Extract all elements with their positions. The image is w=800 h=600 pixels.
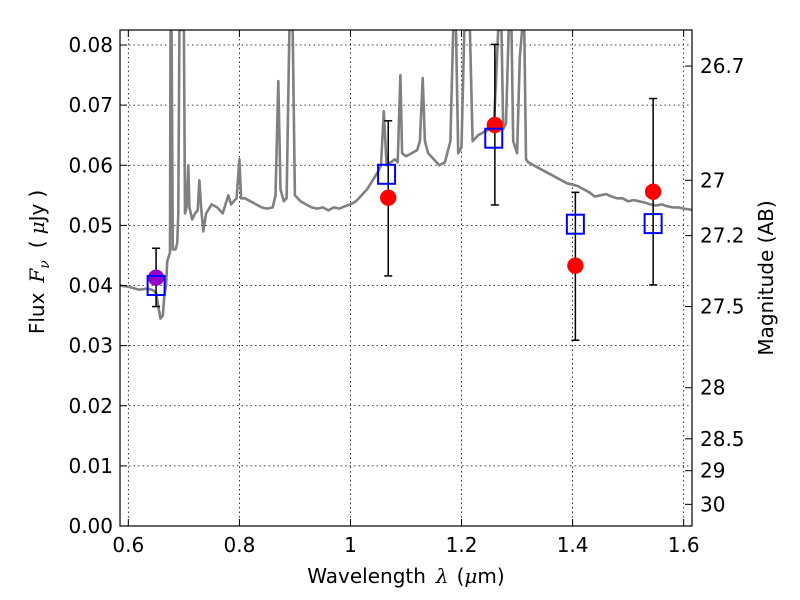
y-tick-label: 0.03 [68, 334, 113, 358]
y-tick-label: 0.08 [68, 33, 113, 57]
y2-tick-label: 30 [700, 492, 725, 516]
y-axis-label-close: ) [25, 190, 49, 198]
y2-tick-label: 27 [700, 168, 725, 192]
y-axis-label-symbol: F [25, 268, 49, 284]
observed-flux-point [147, 269, 165, 286]
model-photometry-square [565, 213, 585, 235]
y2-tick-label: 29 [700, 459, 725, 483]
y2-tick-label: 28 [700, 376, 725, 400]
y-tick-labels: 0.00 0.01 0.02 0.03 0.04 0.05 0.06 0.07 0.08 [68, 33, 113, 538]
x-tick-label: 0.8 [223, 533, 255, 557]
y-tick-label: 0.01 [68, 454, 113, 478]
y-axis-label: Flux Fν ( μJy) [25, 190, 53, 334]
x-axis-label-mu: μ [464, 564, 477, 588]
observed-layer [147, 116, 662, 286]
y-tick-label: 0.07 [68, 93, 113, 117]
y-axis-label-open: ( [25, 240, 49, 248]
observed-flux-point [486, 116, 504, 134]
y-axis-label-jy: Jy [25, 203, 49, 223]
model-photometry-square [377, 163, 397, 185]
y-tick-label: 0.05 [68, 213, 113, 237]
x-axis-label-symbol: λ [435, 564, 449, 588]
y-axis-label-text: Flux [25, 292, 49, 334]
y2-axis-label: Magnitude (AB) [754, 200, 778, 355]
x-axis-label-m: m [477, 564, 496, 588]
grid [120, 30, 692, 526]
x-tick-label: 0.6 [112, 533, 144, 557]
y2-tick-labels: 26.7 27 27.2 27.5 28 28.5 29 30 [700, 54, 745, 516]
plot-frame [119, 29, 693, 527]
y-tick-label: 0.00 [68, 514, 113, 538]
y2-tick-label: 27.2 [700, 224, 745, 248]
x-tick-label: 1.6 [668, 533, 700, 557]
y-tick-label: 0.06 [68, 153, 113, 177]
tick-marks [120, 30, 692, 527]
y2-tick-label: 26.7 [700, 54, 745, 78]
observed-flux-point [379, 189, 397, 206]
observed-flux-point [644, 183, 662, 200]
x-axis-label: Wavelength λ (μm) [307, 564, 504, 588]
x-tick-label: 1 [344, 533, 357, 557]
model-photometry-square [146, 275, 166, 297]
x-axis-label-text: Wavelength [307, 564, 426, 588]
y2-tick-label: 28.5 [700, 427, 745, 451]
model-photometry-square [484, 127, 504, 149]
y-axis-label-subscript: ν [37, 260, 53, 269]
x-axis-label-close: ) [497, 564, 505, 588]
model-photometry-layer [146, 127, 663, 297]
x-axis-label-open: ( [457, 564, 465, 588]
y-tick-label: 0.02 [68, 394, 113, 418]
x-tick-label: 1.2 [446, 533, 478, 557]
y-axis-label-mu: μ [25, 221, 49, 234]
model-photometry-square [643, 213, 663, 235]
x-tick-labels: 0.6 0.8 1 1.2 1.4 1.6 [112, 533, 699, 557]
observed-flux-point [567, 257, 584, 274]
y2-tick-label: 27.5 [700, 295, 745, 319]
spectrum-layer [120, 30, 692, 320]
x-tick-label: 1.4 [557, 533, 589, 557]
y-tick-label: 0.04 [68, 274, 113, 298]
model-spectrum-line [120, 30, 692, 320]
